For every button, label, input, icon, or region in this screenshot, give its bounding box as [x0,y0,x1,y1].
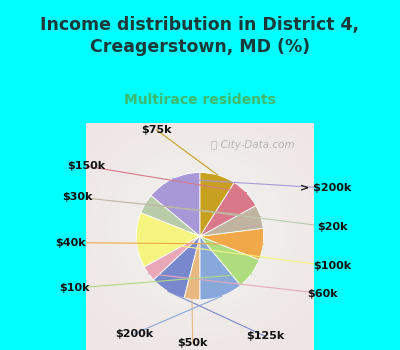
Text: $30k: $30k [62,192,92,202]
Text: $40k: $40k [56,238,86,247]
Wedge shape [200,236,241,300]
Wedge shape [144,236,200,280]
Wedge shape [141,196,200,236]
Wedge shape [154,236,200,298]
Text: ⓘ City-Data.com: ⓘ City-Data.com [210,140,294,150]
Text: $60k: $60k [308,289,338,299]
Wedge shape [200,205,263,236]
Wedge shape [151,173,200,236]
Text: Multirace residents: Multirace residents [124,93,276,107]
Text: $10k: $10k [59,283,90,293]
Text: > $200k: > $200k [300,183,351,193]
Wedge shape [200,182,256,236]
Wedge shape [200,173,234,236]
Text: $20k: $20k [317,222,347,232]
Wedge shape [200,236,259,285]
Text: $75k: $75k [141,125,172,135]
Wedge shape [184,236,200,300]
Text: $150k: $150k [67,161,105,171]
Wedge shape [200,228,264,260]
Text: $50k: $50k [178,338,208,348]
Text: $100k: $100k [313,261,351,271]
Wedge shape [136,213,200,267]
Text: Income distribution in District 4,
Creagerstown, MD (%): Income distribution in District 4, Creag… [40,16,360,56]
Text: $125k: $125k [246,331,285,341]
Text: $200k: $200k [116,329,154,338]
